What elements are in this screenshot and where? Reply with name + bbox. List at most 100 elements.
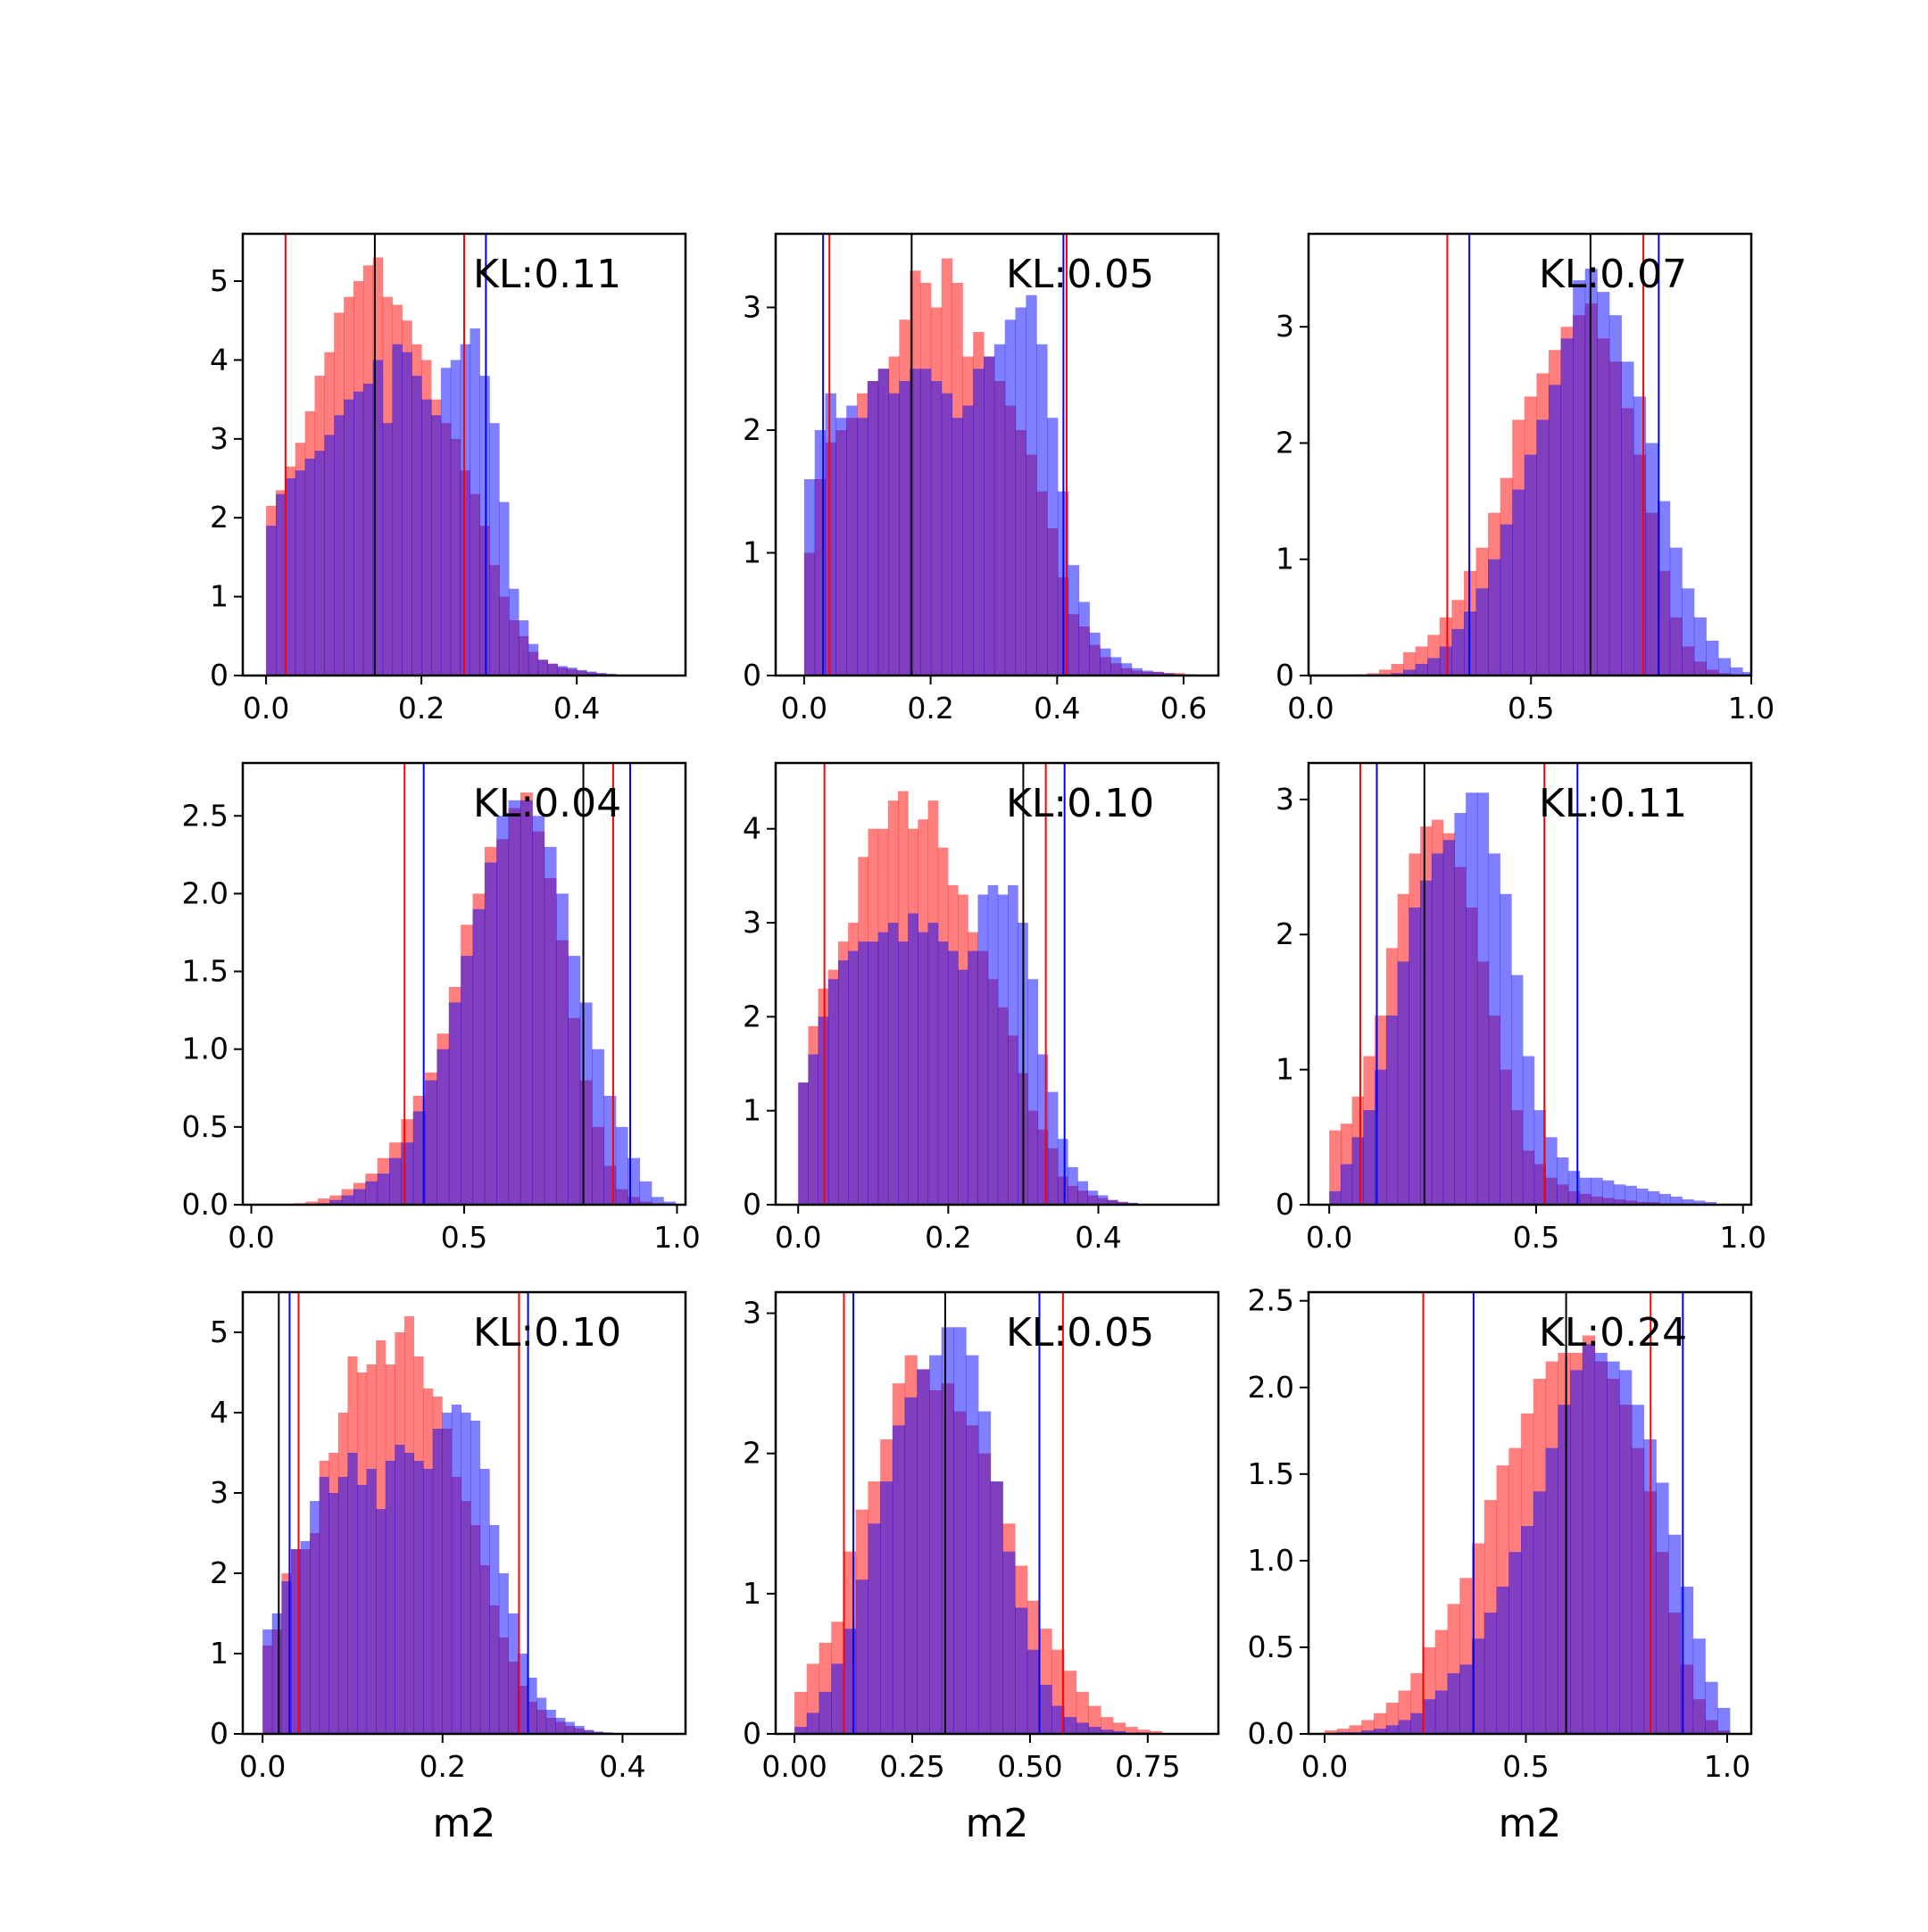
blue-bar: [450, 360, 461, 676]
blue-bar: [917, 1369, 930, 1734]
blue-bar: [1152, 671, 1164, 676]
y-tick-label: 2: [1276, 916, 1294, 951]
blue-bar: [1524, 454, 1537, 676]
y-tick-label: 1: [743, 535, 761, 570]
blue-bar: [544, 847, 557, 1205]
blue-bar: [1548, 385, 1562, 676]
x-tick-label: 0.5: [1513, 1220, 1559, 1255]
y-tick-label: 1.5: [182, 954, 229, 989]
red-bar: [1137, 1729, 1151, 1734]
blue-bar: [1533, 1491, 1547, 1734]
blue-bar: [1002, 1551, 1016, 1734]
y-tick-label: 0.5: [1248, 1629, 1294, 1664]
blue-bar: [1089, 632, 1101, 676]
axes-frame: [241, 1290, 687, 1736]
y-tick-label: 2.0: [1248, 1370, 1294, 1405]
blue-bar: [579, 1002, 593, 1205]
kl-annotation: KL:0.11: [473, 252, 621, 297]
x-tick-label: 0.50: [997, 1749, 1062, 1784]
blue-bar: [567, 667, 578, 676]
x-tick-label: 0.0: [775, 1220, 821, 1255]
y-tick-label: 0: [1276, 658, 1294, 692]
blue-bar: [1521, 1526, 1534, 1734]
blue-bar: [1101, 1729, 1114, 1734]
y-tick-label: 3: [743, 905, 761, 940]
blue-bar: [557, 666, 568, 676]
blue-bar: [1015, 1607, 1028, 1734]
y-tick-label: 0: [743, 1187, 761, 1222]
plot-area: [1354, 234, 1751, 676]
blue-bar: [1579, 1177, 1591, 1205]
y-tick-label: 3: [743, 290, 761, 325]
blue-bar: [1545, 1447, 1558, 1734]
blue-histogram: [262, 1405, 613, 1734]
blue-bar: [1142, 670, 1153, 676]
blue-bar: [1488, 853, 1500, 1205]
plot-area: [798, 763, 1138, 1205]
y-tick-label: 2: [1276, 425, 1294, 460]
kl-annotation: KL:0.24: [1539, 1310, 1687, 1356]
blue-bar: [818, 1016, 829, 1205]
blue-bar: [577, 669, 587, 676]
x-tick-label: 0.2: [420, 1749, 466, 1784]
blue-bar: [489, 1525, 500, 1734]
blue-bar: [517, 1654, 528, 1734]
blue-bar: [819, 1691, 832, 1734]
blue-bar: [868, 1523, 881, 1734]
y-tick-label: 4: [210, 342, 229, 377]
blue-bar: [1078, 601, 1090, 676]
blue-bar: [1658, 1193, 1672, 1205]
blue-bar: [382, 423, 394, 676]
blue-bar: [947, 950, 959, 1205]
blue-bar: [1668, 1534, 1682, 1734]
blue-bar: [877, 369, 890, 676]
blue-bar: [357, 1485, 368, 1734]
blue-bar: [295, 470, 306, 676]
y-tick-label: 1.0: [182, 1032, 229, 1066]
blue-bar: [310, 1501, 320, 1734]
y-tick-label: 2.5: [182, 798, 229, 833]
blue-bar: [568, 956, 581, 1205]
blue-bar: [1670, 1196, 1683, 1205]
y-tick-label: 1: [743, 1576, 761, 1611]
blue-bar: [1026, 294, 1037, 676]
histogram-panel-2: 0.0 0.2 0.4 0.6 0 1 2 3 KL:0.05: [743, 232, 1220, 726]
blue-bar: [987, 884, 999, 1205]
blue-bar: [479, 1469, 490, 1734]
blue-bar: [341, 1195, 354, 1205]
x-tick-label: 0.4: [1034, 691, 1080, 726]
blue-bar: [1488, 559, 1501, 676]
y-tick-label: 0: [743, 658, 761, 692]
blue-bar: [1026, 1649, 1040, 1734]
blue-bar: [574, 1726, 585, 1734]
blue-bar: [1076, 1722, 1089, 1734]
blue-bar: [496, 816, 510, 1205]
blue-bar: [848, 950, 859, 1205]
blue-bar: [413, 1461, 424, 1734]
blue-bar: [470, 1421, 481, 1734]
blue-bar: [1704, 1201, 1717, 1205]
y-tick-label: 1: [210, 1636, 229, 1671]
blue-bar: [927, 923, 939, 1205]
blue-bar: [1512, 489, 1525, 676]
blue-bar: [968, 950, 978, 1205]
histogram-panel-1: 0.0 0.2 0.4 0 1 2 3 4 5 KL:0.11: [210, 232, 687, 726]
blue-bar: [1511, 974, 1524, 1205]
red-bar: [1336, 1729, 1350, 1734]
blue-bar: [1500, 524, 1513, 676]
blue-bar: [990, 1481, 1003, 1734]
blue-bar: [425, 1080, 437, 1205]
blue-bar: [1097, 1195, 1109, 1205]
x-tick-label: 0.4: [599, 1749, 645, 1784]
x-axis-label: m2: [966, 1801, 1029, 1846]
x-tick-label: 1.0: [1704, 1749, 1750, 1784]
blue-bar: [941, 393, 953, 676]
blue-bar: [1363, 1110, 1375, 1205]
blue-bar: [858, 941, 868, 1205]
blue-bar: [1648, 1190, 1660, 1205]
y-tick-label: 2: [743, 999, 761, 1033]
red-bar: [1367, 673, 1380, 676]
blue-bar: [1385, 1725, 1400, 1734]
blue-bar: [532, 816, 545, 1205]
blue-bar: [290, 1549, 302, 1734]
